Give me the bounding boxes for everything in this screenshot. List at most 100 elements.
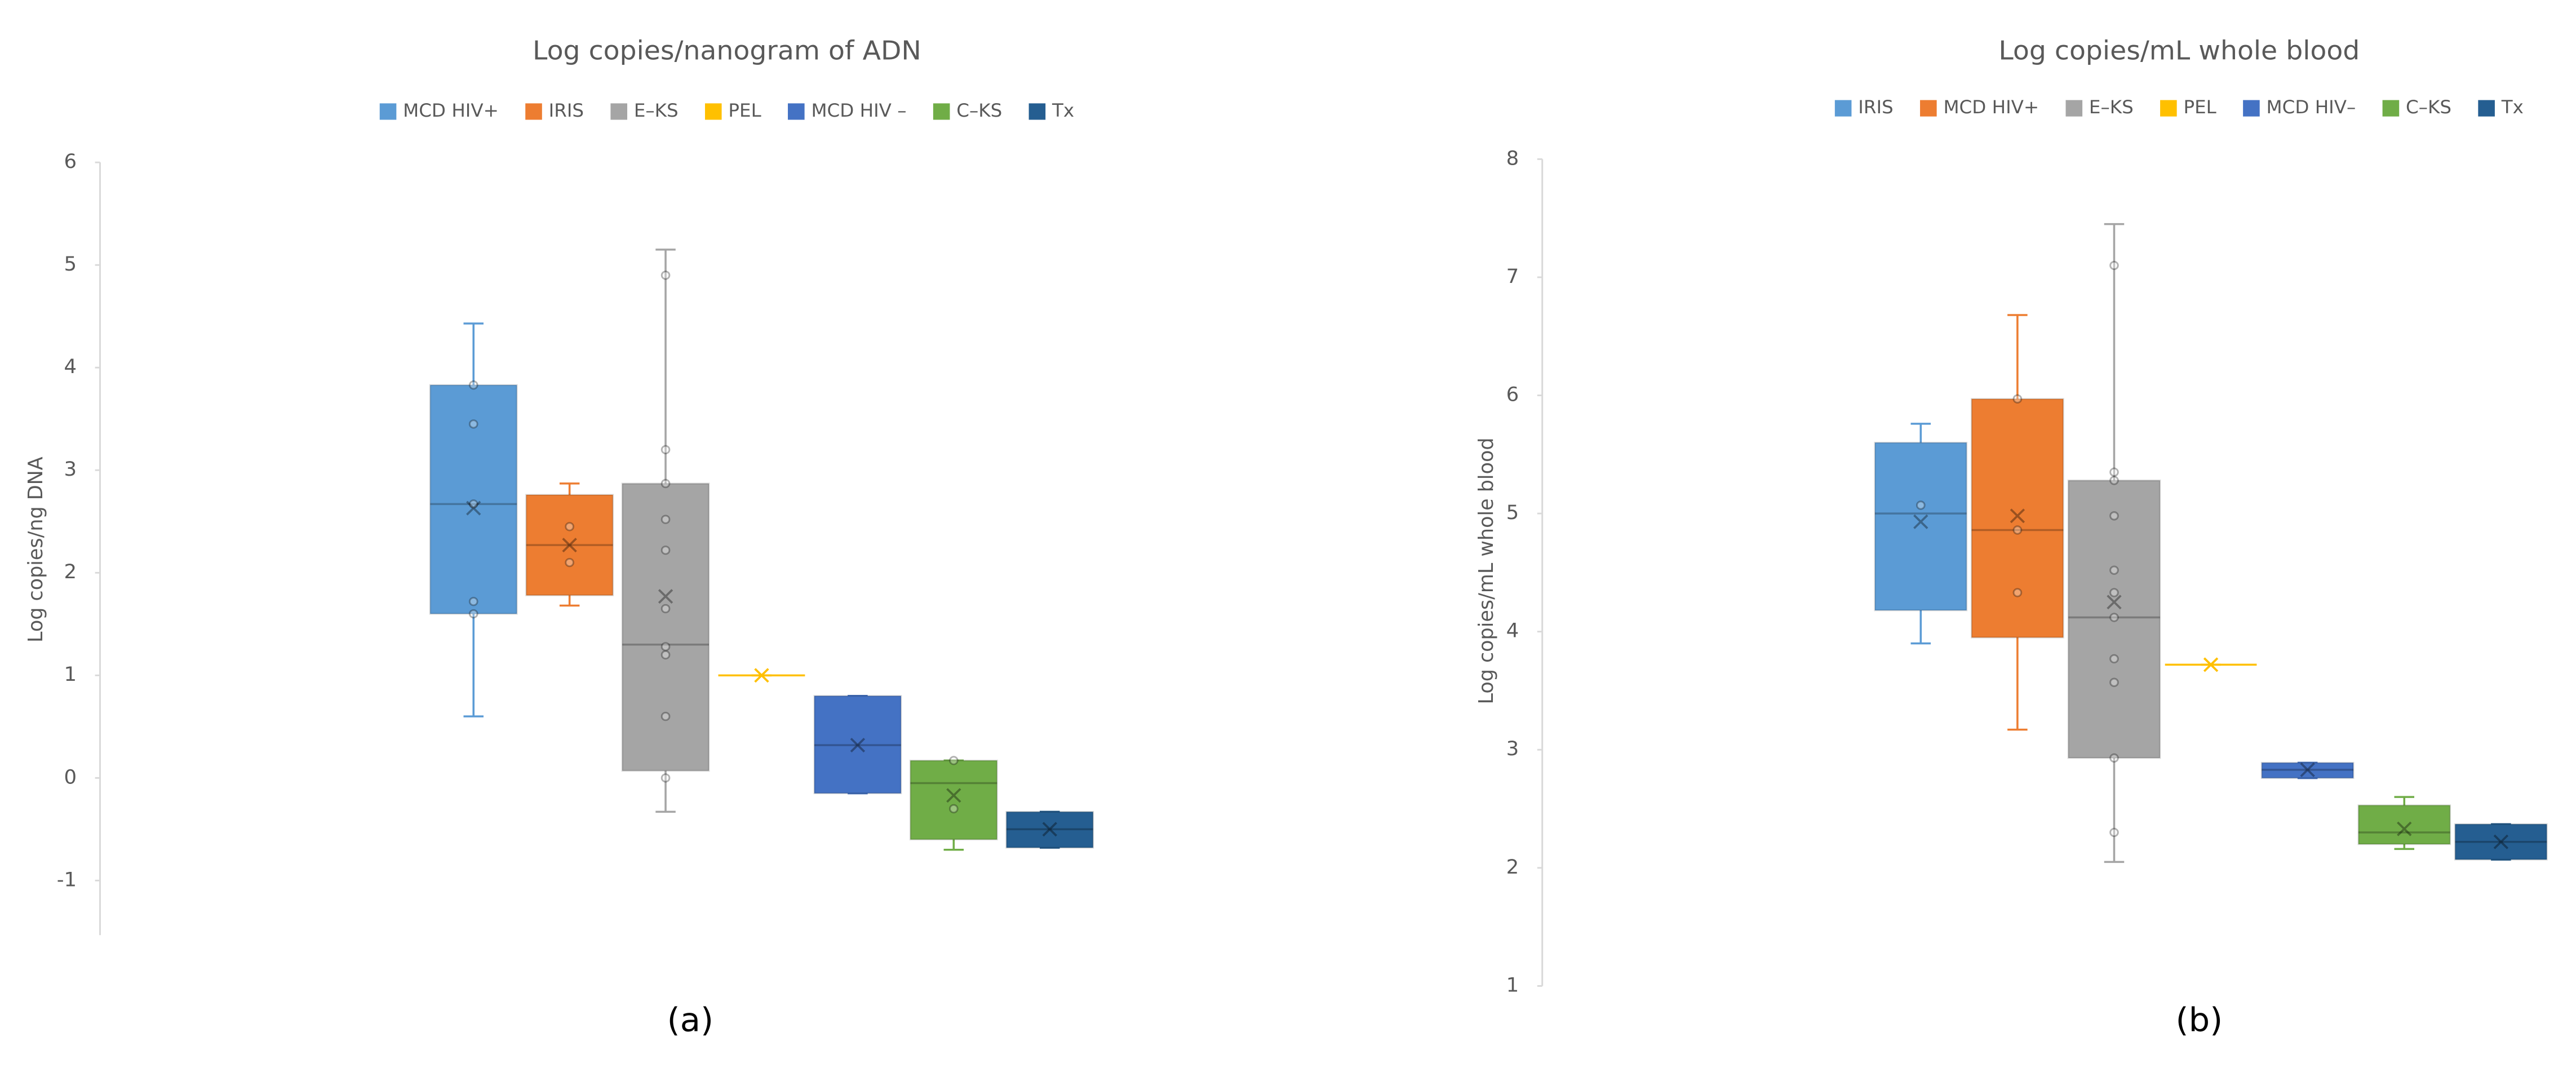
mean-marker xyxy=(466,500,481,516)
mean-marker xyxy=(2107,595,2122,610)
data-point xyxy=(2109,588,2119,597)
legend-label: MCD HIV – xyxy=(811,100,906,121)
box-group xyxy=(718,668,805,683)
box xyxy=(2357,804,2451,845)
mean-marker xyxy=(1042,822,1057,837)
caption: (b) xyxy=(2176,1001,2223,1039)
data-point xyxy=(2109,476,2119,485)
box xyxy=(1971,398,2064,639)
box xyxy=(525,494,614,596)
box xyxy=(2067,479,2161,759)
legend-label: MCD HIV– xyxy=(2267,96,2356,118)
box xyxy=(621,482,710,772)
data-point xyxy=(660,650,671,660)
data-point xyxy=(565,557,574,568)
legend-swatch xyxy=(1834,100,1852,117)
legend-swatch xyxy=(788,103,805,120)
data-point xyxy=(2109,565,2119,575)
y-tick-label: 4 xyxy=(1506,619,1519,642)
y-axis-label: Log copies/mL whole blood xyxy=(1475,438,1498,704)
y-tick-label: 1 xyxy=(1506,974,1519,997)
mean-marker xyxy=(562,538,577,553)
box-group xyxy=(1971,314,2064,731)
data-point xyxy=(660,271,671,280)
mean-marker xyxy=(658,589,673,604)
mean-marker xyxy=(1913,514,1928,529)
data-point xyxy=(660,515,671,524)
legend-swatch xyxy=(933,103,950,120)
mean-marker xyxy=(754,668,769,683)
data-point xyxy=(2012,525,2023,535)
box-group xyxy=(2454,823,2548,861)
legend-label: C–KS xyxy=(2406,96,2451,118)
data-point xyxy=(2109,677,2119,687)
legend-swatch xyxy=(1920,100,1937,117)
data-point xyxy=(2012,394,2023,404)
legend-label: PEL xyxy=(728,100,761,121)
data-point xyxy=(1916,500,1926,510)
box-group xyxy=(2165,657,2257,672)
data-point xyxy=(2109,827,2119,837)
legend-label: E–KS xyxy=(2089,96,2134,118)
chart-title: Log copies/nanogram of ADN xyxy=(533,36,921,67)
legend-swatch xyxy=(2065,100,2083,117)
y-tick-label: 6 xyxy=(1506,383,1519,406)
box-group xyxy=(813,694,902,795)
legend-swatch xyxy=(610,103,628,120)
y-tick-label: 6 xyxy=(64,150,77,173)
y-tick-label: 4 xyxy=(64,355,77,378)
y-tick-label: -1 xyxy=(57,868,77,892)
y-tick-label: 2 xyxy=(64,560,77,583)
mean-marker xyxy=(2493,834,2509,849)
legend-swatch xyxy=(2382,100,2400,117)
data-point xyxy=(468,499,478,509)
box xyxy=(2260,761,2355,779)
legend-label: E–KS xyxy=(634,100,679,121)
y-tick-label: 7 xyxy=(1506,265,1519,288)
legend-label: Tx xyxy=(2501,96,2524,118)
box xyxy=(1005,810,1094,849)
box-group xyxy=(2357,796,2451,850)
mean-marker xyxy=(850,738,866,753)
mean-marker xyxy=(2300,762,2315,777)
box-group xyxy=(525,482,614,607)
mean-marker xyxy=(946,788,961,803)
data-point xyxy=(660,711,671,721)
box xyxy=(909,759,998,841)
y-tick-label: 3 xyxy=(64,458,77,481)
legend-swatch xyxy=(2478,100,2495,117)
data-point xyxy=(949,804,959,814)
legend-swatch xyxy=(1028,103,1046,120)
data-point xyxy=(949,756,959,765)
data-point xyxy=(468,419,478,429)
y-tick-label: 5 xyxy=(64,252,77,276)
box xyxy=(813,695,902,795)
legend-swatch xyxy=(525,103,542,120)
legend-label: Tx xyxy=(1052,100,1074,121)
data-point xyxy=(660,478,671,489)
data-point xyxy=(660,445,671,455)
y-tick-label: 8 xyxy=(1506,147,1519,170)
legend: IRIS MCD HIV+ E–KS PEL MCD HIV– C–KS Tx xyxy=(1834,96,2524,118)
y-tick-label: 1 xyxy=(64,663,77,686)
mean-marker xyxy=(2397,821,2412,836)
data-point xyxy=(660,773,671,783)
box-group xyxy=(2067,223,2161,863)
data-point xyxy=(468,597,478,606)
legend-swatch xyxy=(2243,100,2260,117)
data-point xyxy=(2012,588,2023,597)
y-tick-label: 5 xyxy=(1506,501,1519,524)
data-point xyxy=(2109,753,2119,763)
data-point xyxy=(2109,654,2119,664)
data-point xyxy=(2109,511,2119,521)
legend-swatch xyxy=(704,103,722,120)
legend-label: PEL xyxy=(2183,96,2216,118)
y-tick-label: 0 xyxy=(64,766,77,789)
data-point xyxy=(2109,260,2119,271)
mean-marker xyxy=(2010,508,2025,524)
y-tick-label: 2 xyxy=(1506,856,1519,879)
mean-marker xyxy=(2203,657,2219,672)
data-point xyxy=(2109,467,2119,477)
